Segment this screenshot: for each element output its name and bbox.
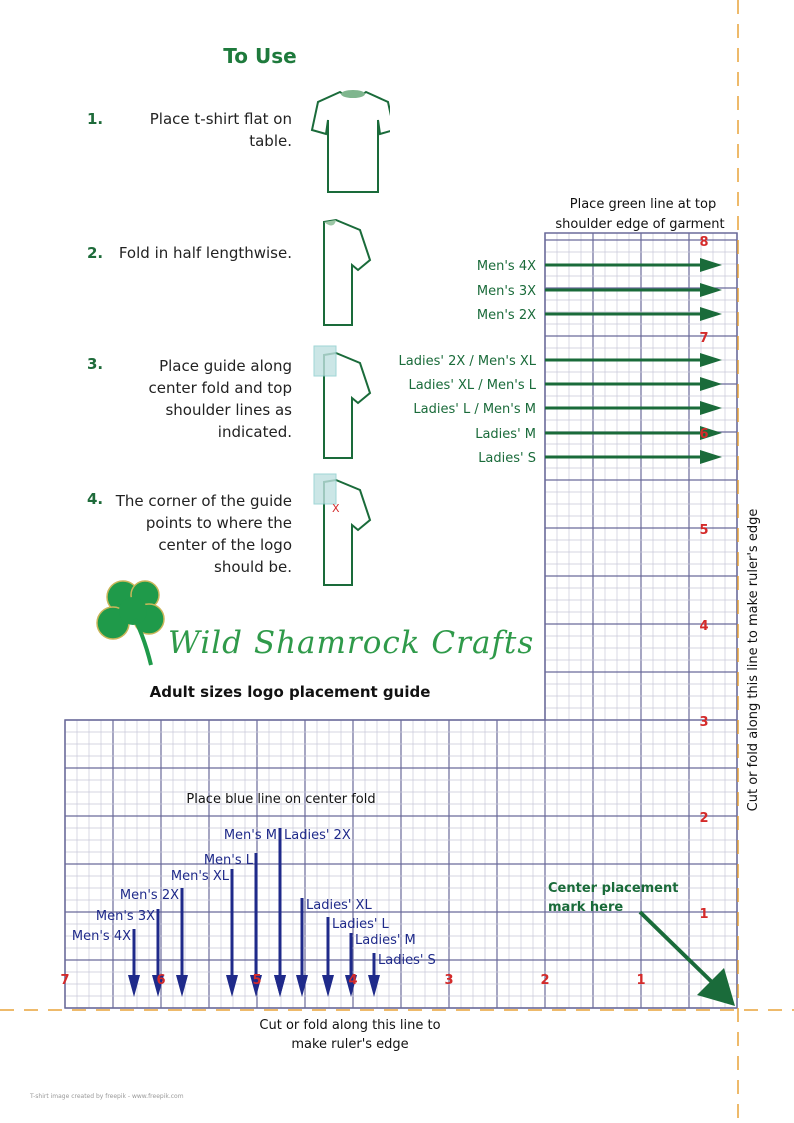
horizontal-ruler-number: 7 — [60, 973, 69, 988]
step-4-number: 4. — [87, 490, 104, 508]
green-line-heading-2: shoulder edge of garment — [555, 217, 724, 232]
grid-border — [64, 232, 738, 1009]
shoulder-arrow: Men's 4X — [477, 258, 722, 274]
center-x-mark: X — [332, 502, 340, 515]
center-fold-size-label: Men's 4X — [72, 929, 131, 944]
center-fold-size-label: Men's M — [224, 828, 277, 843]
center-fold-size-label: Ladies' 2X — [284, 828, 351, 843]
step-3-number: 3. — [87, 355, 104, 373]
center-fold-arrow: Men's 2X — [120, 888, 188, 997]
step-4-text: The corner of the guide points to where … — [115, 492, 292, 576]
shoulder-arrow: Ladies' XL / Men's L — [408, 377, 722, 393]
vertical-ruler-number: 4 — [699, 619, 708, 634]
center-fold-size-label: Ladies' L — [332, 917, 390, 932]
shoulder-size-label: Men's 4X — [477, 259, 536, 274]
center-fold-size-label: Men's XL — [171, 869, 230, 884]
tshirt-folded-icon — [323, 218, 372, 326]
step-1-number: 1. — [87, 110, 104, 128]
tshirt-guide-icon — [313, 345, 372, 459]
step-2-text: Fold in half lengthwise. — [118, 244, 292, 262]
center-fold-size-label: Ladies' XL — [306, 898, 372, 913]
horizontal-ruler-number: 5 — [252, 973, 261, 988]
center-fold-arrow: Men's L — [204, 853, 262, 997]
horizontal-cut-label-2: make ruler's edge — [291, 1037, 408, 1052]
center-fold-size-label: Ladies' S — [378, 953, 436, 968]
shoulder-size-label: Ladies' M — [475, 427, 536, 442]
vertical-cut-label: Cut or fold along this line to make rule… — [746, 509, 761, 812]
tshirt-illustrations: X — [310, 90, 390, 586]
horizontal-ruler-number: 2 — [540, 973, 549, 988]
shoulder-size-label: Ladies' L / Men's M — [413, 402, 536, 417]
center-fold-size-label: Men's 3X — [96, 909, 155, 924]
vertical-ruler-number: 8 — [699, 235, 708, 250]
guide-subtitle: Adult sizes logo placement guide — [149, 683, 431, 701]
vertical-ruler-number: 3 — [699, 715, 708, 730]
ruler-numbers: 8 7 6 5 4 3 2 1 7 6 5 4 3 2 1 — [60, 235, 708, 988]
horizontal-ruler-number: 3 — [444, 973, 453, 988]
tshirt-center-mark-icon: X — [313, 473, 372, 586]
center-fold-size-label: Men's 2X — [120, 888, 179, 903]
horizontal-ruler-number: 6 — [156, 973, 165, 988]
center-fold-arrow: Ladies' 2X — [274, 828, 351, 997]
step-2-number: 2. — [87, 244, 104, 262]
center-fold-size-label: Men's L — [204, 853, 254, 868]
brand-logo-text: Wild Shamrock Crafts — [168, 625, 535, 661]
step-1-text: Place t-shirt flat on table. — [149, 110, 292, 150]
center-fold-arrow: Ladies' XL — [296, 898, 372, 997]
vertical-ruler-number: 1 — [699, 907, 708, 922]
shoulder-size-label: Ladies' S — [478, 451, 536, 466]
horizontal-ruler-number: 1 — [636, 973, 645, 988]
vertical-ruler-number: 6 — [699, 427, 708, 442]
shoulder-arrow: Ladies' M — [475, 426, 722, 442]
vertical-ruler-number: 7 — [699, 331, 708, 346]
image-credit: T-shirt image created by freepik - www.f… — [30, 1093, 184, 1100]
center-mark-label-2: mark here — [548, 900, 623, 915]
center-fold-arrow: Men's XL — [171, 869, 238, 997]
horizontal-ruler-number: 4 — [348, 973, 357, 988]
shamrock-logo-icon — [96, 580, 165, 666]
vertical-ruler-number: 5 — [699, 523, 708, 538]
shoulder-arrow: Men's 3X — [477, 283, 722, 299]
center-fold-arrow: Ladies' M — [345, 933, 416, 997]
page-title: To Use — [223, 44, 297, 68]
shoulder-arrow: Ladies' 2X / Men's XL — [399, 353, 722, 369]
shoulder-size-label: Men's 3X — [477, 284, 536, 299]
center-fold-arrow: Men's 3X — [96, 909, 164, 997]
shoulder-size-label: Ladies' XL / Men's L — [408, 378, 536, 393]
shoulder-arrow: Ladies' S — [478, 450, 722, 466]
center-fold-size-label: Ladies' M — [355, 933, 416, 948]
center-fold-arrow: Ladies' L — [322, 917, 390, 997]
shoulder-arrow: Men's 2X — [477, 307, 722, 323]
center-fold-arrow: Ladies' S — [368, 953, 436, 997]
center-fold-arrow: Men's 4X — [72, 929, 140, 997]
center-placement-arrow-icon — [638, 910, 735, 1006]
center-mark-label-1: Center placement — [548, 881, 678, 896]
green-line-heading-1: Place green line at top — [570, 197, 716, 212]
shoulder-size-label: Men's 2X — [477, 308, 536, 323]
shoulder-arrow: Ladies' L / Men's M — [413, 401, 722, 417]
tshirt-flat-icon — [310, 90, 390, 193]
shoulder-size-label: Ladies' 2X / Men's XL — [399, 354, 537, 369]
vertical-ruler-number: 2 — [699, 811, 708, 826]
horizontal-cut-label-1: Cut or fold along this line to — [259, 1018, 440, 1033]
step-3-text: Place guide along center fold and top sh… — [148, 357, 292, 441]
blue-line-heading: Place blue line on center fold — [186, 792, 375, 807]
shoulder-size-arrows: Men's 4X Men's 3X Men's 2X Ladies' 2X / Men… — [399, 258, 722, 466]
